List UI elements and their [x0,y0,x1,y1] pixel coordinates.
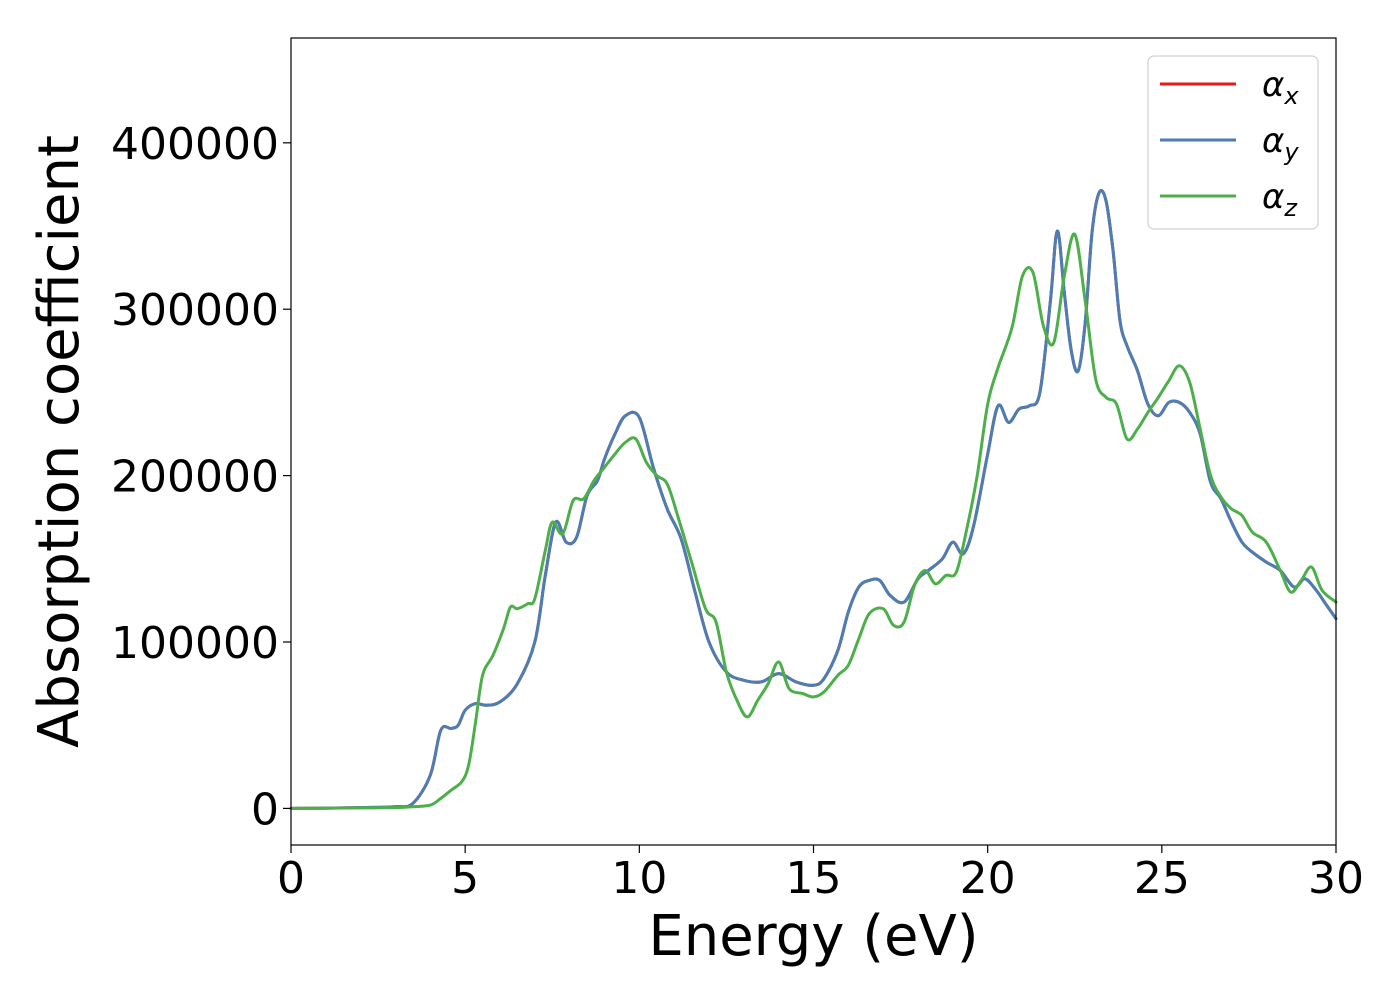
y-axis-title: Absorption coefficient [27,135,92,748]
x-tick-label: 15 [786,853,842,904]
y-tick-label: 300000 [111,285,279,336]
y-tick-label: 200000 [111,452,279,503]
series-line-z [289,232,1338,810]
x-tick-label: 20 [960,853,1016,904]
y-tick-label: 0 [251,784,279,835]
legend-box [1147,55,1319,230]
x-axis-title: Energy (eV) [648,904,978,969]
y-axis: 0 100000 200000 300000 400000 [111,119,291,835]
y-tick-label: 100000 [111,618,279,669]
x-tick-label: 0 [277,853,305,904]
x-tick-label: 10 [611,853,667,904]
series-line-x [289,189,1338,810]
x-tick-label: 5 [451,853,479,904]
y-tick-label: 400000 [111,119,279,170]
x-tick-label: 30 [1308,853,1364,904]
x-tick-label: 25 [1134,853,1190,904]
series-layer [289,189,1338,810]
series-line-y [289,189,1338,810]
x-axis: 0 5 10 15 20 25 30 [277,845,1364,904]
